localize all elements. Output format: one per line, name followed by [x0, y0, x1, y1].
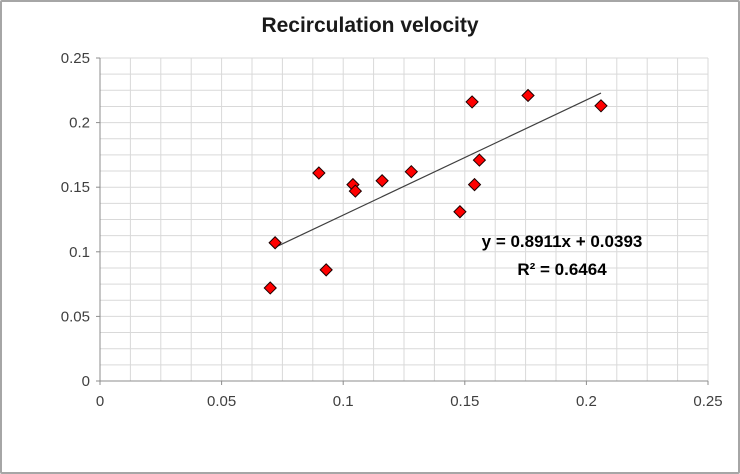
x-tick-label: 0 — [96, 393, 104, 410]
y-tick-label: 0.05 — [61, 308, 90, 325]
data-points — [263, 88, 608, 295]
chart-title: Recirculation velocity — [261, 14, 479, 37]
x-tick-label: 0.2 — [576, 393, 597, 410]
data-point-marker — [453, 205, 467, 219]
linear-trendline — [274, 92, 602, 248]
y-tick-label: 0.1 — [69, 244, 90, 261]
data-point-marker — [263, 281, 277, 295]
trendline-annotation: y = 0.8911x + 0.0393 R² = 0.6464 — [402, 228, 722, 284]
y-tick-label: 0.15 — [61, 179, 90, 196]
x-tick-labels: 0 0.05 0.1 0.15 0.2 0.25 — [96, 393, 723, 410]
data-point-marker — [268, 236, 282, 250]
axis-lines — [96, 57, 709, 385]
data-point-marker — [319, 263, 333, 277]
data-point-marker — [404, 164, 419, 179]
data-point-marker — [465, 95, 479, 109]
data-point-marker — [312, 166, 326, 180]
gridlines — [99, 57, 709, 382]
y-tick-label: 0.2 — [69, 115, 90, 132]
data-point-marker — [472, 153, 487, 167]
x-tick-label: 0.05 — [207, 393, 236, 410]
y-tick-label: 0.25 — [61, 50, 90, 67]
x-tick-label: 0.25 — [693, 393, 722, 410]
data-point-marker — [521, 88, 535, 103]
data-point-marker — [594, 99, 608, 113]
trendline — [274, 92, 602, 248]
x-tick-label: 0.15 — [450, 393, 479, 410]
r-squared-label: R² = 0.6464 — [517, 260, 607, 280]
data-point-marker — [467, 177, 482, 192]
trendline-equation-label: y = 0.8911x + 0.0393 — [481, 232, 643, 251]
data-point-marker — [375, 174, 389, 188]
x-tick-label: 0.1 — [333, 393, 354, 410]
y-tick-label: 0 — [82, 373, 90, 390]
y-tick-labels: 0 0.05 0.1 0.15 0.2 0.25 — [61, 50, 90, 390]
data-point-marker — [348, 184, 363, 198]
